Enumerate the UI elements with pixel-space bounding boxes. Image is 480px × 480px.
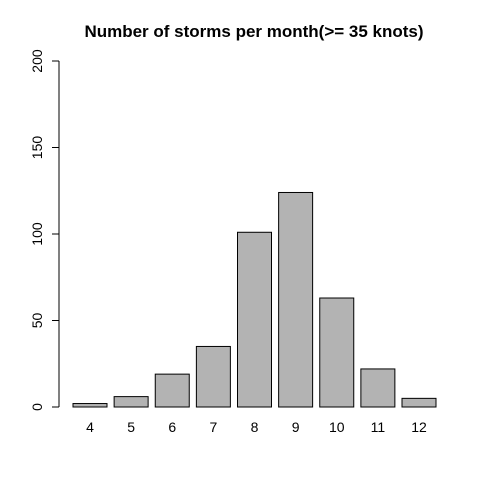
x-axis-labels: 4 5 6 7 8 9 10 11 12 bbox=[86, 419, 427, 435]
chart-title: Number of storms per month(>= 35 knots) bbox=[84, 22, 423, 41]
y-tick-label: 200 bbox=[29, 49, 45, 73]
x-tick-label: 5 bbox=[127, 419, 135, 435]
bar-7 bbox=[195, 345, 231, 408]
bar-9 bbox=[278, 191, 314, 408]
x-tick-label: 4 bbox=[86, 419, 94, 435]
bar-5 bbox=[113, 396, 149, 408]
x-tick-label: 12 bbox=[411, 419, 427, 435]
y-tick-label: 0 bbox=[29, 403, 45, 411]
x-tick-label: 11 bbox=[371, 419, 386, 435]
bar-8 bbox=[237, 231, 272, 408]
y-tick-label: 50 bbox=[29, 313, 45, 329]
y-axis-ticks: 0 50 100 150 200 bbox=[29, 49, 59, 411]
x-tick-label: 6 bbox=[168, 419, 176, 435]
x-tick-label: 8 bbox=[251, 419, 259, 435]
bar-12 bbox=[401, 397, 437, 408]
x-tick-label: 10 bbox=[329, 419, 345, 435]
y-tick-label: 150 bbox=[29, 136, 45, 160]
y-tick-label: 100 bbox=[29, 222, 45, 246]
bar-4 bbox=[72, 403, 108, 408]
x-tick-label: 7 bbox=[209, 419, 217, 435]
bar-11 bbox=[360, 368, 396, 408]
bars-group bbox=[72, 191, 437, 408]
bar-6 bbox=[154, 373, 190, 408]
bar-10 bbox=[319, 297, 355, 408]
x-tick-label: 9 bbox=[292, 419, 300, 435]
